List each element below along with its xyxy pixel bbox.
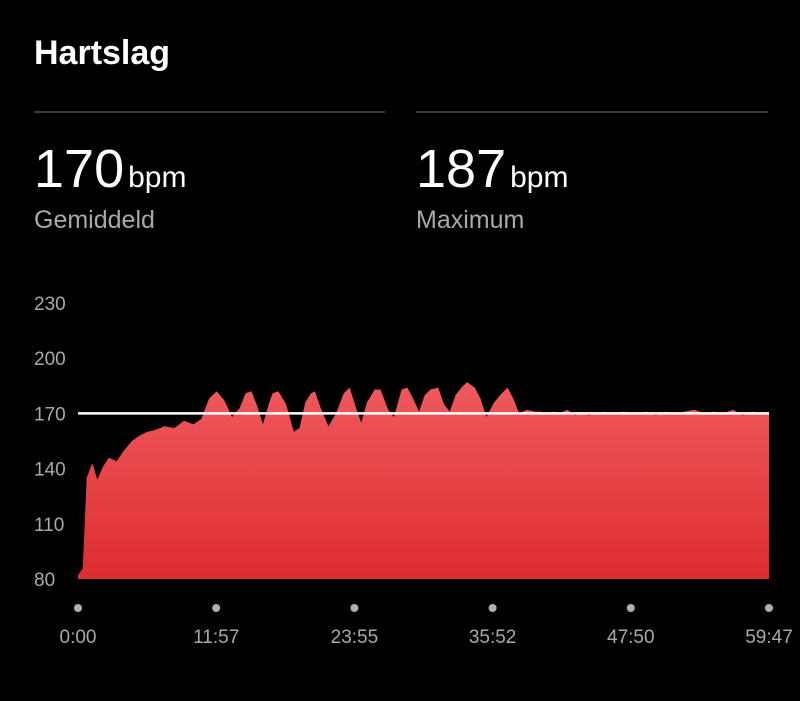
x-tick-label: 35:52 <box>469 627 517 648</box>
y-tick-label: 140 <box>34 460 66 481</box>
stat-maximum-unit: bpm <box>510 161 569 194</box>
stat-maximum: 187 bpm Maximum <box>416 140 568 235</box>
x-tick-label: 47:50 <box>607 627 655 648</box>
x-tick-label: 11:57 <box>193 627 239 648</box>
page-title: Hartslag <box>34 34 171 72</box>
y-axis: 230 200 170 140 110 80 <box>34 294 66 591</box>
x-tick-dot <box>765 604 773 612</box>
stat-average: 170 bpm Gemiddeld <box>34 140 186 235</box>
stat-average-value: 170 <box>34 139 125 199</box>
stat-maximum-label: Maximum <box>416 206 525 234</box>
y-tick-label: 170 <box>34 404 66 425</box>
x-tick-label: 59:47 <box>745 627 793 648</box>
x-tick-dot <box>626 604 635 612</box>
plot-area <box>78 382 769 579</box>
y-tick-label: 110 <box>34 515 64 536</box>
y-tick-label: 230 <box>34 294 66 315</box>
x-axis: 0:00 11:57 23:55 35:52 47:50 59:47 <box>60 604 793 648</box>
divider-right <box>416 111 768 113</box>
heart-rate-area <box>78 382 769 579</box>
stat-maximum-value: 187 <box>416 139 507 199</box>
x-tick-dot <box>212 604 221 612</box>
x-tick-dot <box>74 604 82 612</box>
x-tick-dot <box>350 604 359 612</box>
y-tick-label: 80 <box>34 570 55 591</box>
stat-average-unit: bpm <box>128 161 187 194</box>
stat-average-label: Gemiddeld <box>34 206 155 234</box>
x-tick-label: 23:55 <box>331 627 379 648</box>
x-tick-dot <box>488 604 497 612</box>
y-tick-label: 200 <box>34 349 66 370</box>
x-tick-label: 0:00 <box>60 627 97 648</box>
divider-left <box>34 111 385 113</box>
